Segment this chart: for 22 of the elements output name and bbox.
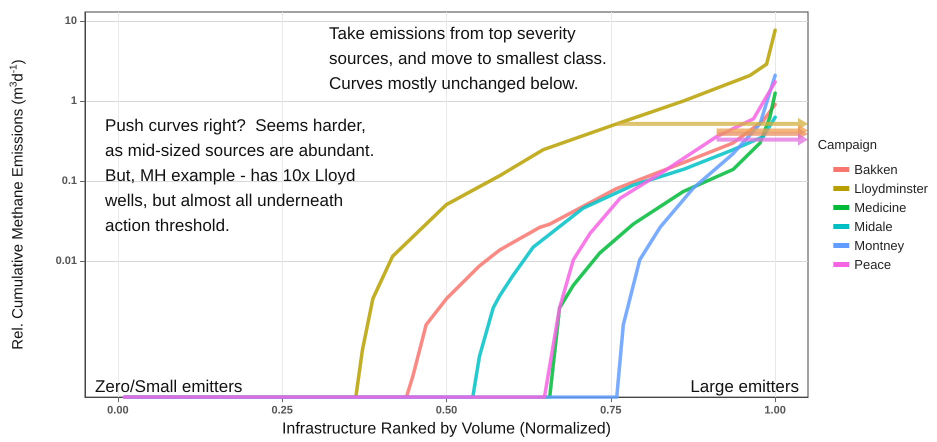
x-tick-label: 0.00: [107, 404, 129, 417]
legend-label: Montney: [854, 238, 905, 253]
legend-label: Medicine: [854, 200, 906, 215]
x-tick-label: 0.75: [600, 404, 622, 417]
annotation: Large emitters: [690, 377, 800, 396]
y-tick-label: 1: [70, 95, 77, 108]
x-tick-label: 0.50: [436, 404, 458, 417]
annotation: Zero/Small emitters: [95, 377, 242, 396]
y-tick-label: 10: [64, 15, 77, 28]
y-tick-label: 0.01: [56, 255, 77, 268]
legend-label: Peace: [854, 257, 892, 272]
legend-title: Campaign: [818, 137, 878, 152]
legend-label: Midale: [854, 219, 893, 234]
x-tick-label: 1.00: [764, 404, 786, 417]
annotation: Push curves right? Seems harder, as mid-sized sources are abundant. But, MH example - has 10x Lloyd wells, but almost all underneath action threshold.: [104, 116, 374, 235]
x-axis-title: Infrastructure Ranked by Volume (Normalized): [282, 420, 612, 438]
legend-label: Lloydminster: [854, 181, 929, 196]
y-tick-label: 0.1: [62, 175, 77, 188]
legend-label: Bakken: [854, 162, 898, 177]
y-axis-title: Rel. Cumulative Methane Emissions (m3d-1): [8, 59, 26, 350]
annotation: Take emissions from top severity sources, and move to smallest class. Curves mostly unchanged below.: [329, 24, 607, 93]
x-tick-label: 0.25: [271, 404, 293, 417]
